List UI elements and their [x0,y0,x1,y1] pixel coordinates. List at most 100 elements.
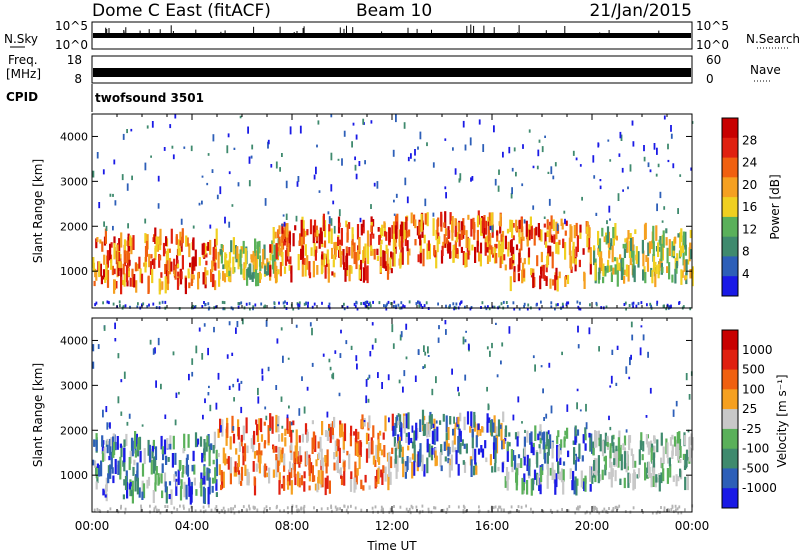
echo-cell [436,239,439,253]
echo-cell [526,464,529,471]
echo-cell [260,302,263,306]
echo-cell [298,301,301,305]
echo-cell [110,259,113,270]
echo-cell [377,439,380,447]
echo-cell [576,388,579,392]
echo-cell [542,264,545,279]
echo-cell [451,216,454,233]
echo-cell [684,244,687,256]
echo-cell [562,461,566,466]
echo-cell [157,175,160,182]
echo-cell [516,436,519,447]
echo-cell [144,262,148,268]
echo-cell [117,262,120,276]
echo-cell [509,219,512,233]
echo-cell [211,273,215,288]
echo-cell [658,239,661,244]
echo-cell [390,302,392,306]
echo-cell [297,471,300,487]
echo-cell [469,137,472,146]
echo-cell [126,482,129,499]
echo-cell [653,143,656,150]
echo-cell [538,431,541,436]
echo-cell [572,150,575,156]
echo-cell [338,392,341,397]
echo-cell [504,264,507,271]
echo-cell [537,223,540,238]
power-ylabel: Slant Range [km] [31,159,45,263]
echo-cell [484,242,487,256]
echo-cell [354,482,357,490]
echo-cell [324,477,327,496]
echo-cell [632,506,635,510]
echo-cell [253,451,257,459]
colorbar-swatch [722,118,738,139]
echo-cell [327,305,330,309]
echo-cell [218,270,221,287]
echo-cell [380,469,383,478]
echo-cell [286,223,289,241]
echo-cell [373,248,376,260]
echo-cell [476,240,479,253]
echo-cell [183,146,186,149]
echo-cell [476,229,479,247]
echo-cell [172,351,175,356]
echo-cell [284,300,286,304]
echo-cell [658,475,661,492]
echo-cell [455,302,458,306]
echo-cell [557,303,559,307]
echo-cell [328,302,331,306]
echo-cell [391,225,394,239]
echo-cell [529,437,532,443]
echo-cell [690,167,693,171]
echo-cell [110,242,113,248]
echo-cell [281,425,284,429]
echo-cell [306,255,309,270]
echo-cell [265,271,268,276]
echo-cell [285,213,288,220]
echo-cell [358,237,361,252]
echo-cell [597,455,600,473]
echo-cell [426,438,429,453]
echo-cell [492,506,495,510]
echo-cell [252,305,255,309]
echo-cell [203,466,206,476]
echo-cell [326,411,329,418]
echo-cell [518,307,521,311]
echo-cell [199,436,203,447]
echo-cell [109,464,112,479]
echo-cell [510,505,513,509]
echo-cell [218,464,221,476]
colorbar-swatch [722,256,738,277]
echo-cell [120,504,122,508]
echo-cell [397,434,400,444]
echo-cell [290,265,293,274]
echo-cell [545,277,548,286]
echo-cell [653,435,656,441]
echo-cell [318,233,321,249]
echo-cell [277,457,280,473]
echo-cell [127,233,130,247]
echo-cell [469,426,472,433]
echo-cell [313,475,316,482]
echo-cell [358,453,361,469]
echo-cell [601,440,605,457]
echo-cell [95,270,98,281]
echo-cell [379,266,382,273]
echo-cell [102,169,105,175]
echo-cell [451,368,453,375]
echo-cell [677,233,680,238]
echo-cell [223,273,226,281]
echo-cell [379,244,382,257]
echo-cell [454,218,457,226]
echo-cell [318,190,321,193]
echo-cell [253,476,256,486]
echo-cell [628,435,632,443]
echo-cell [487,509,490,513]
echo-cell [655,225,658,241]
echo-cell [308,261,311,276]
echo-cell [277,447,280,461]
echo-cell [418,221,421,236]
